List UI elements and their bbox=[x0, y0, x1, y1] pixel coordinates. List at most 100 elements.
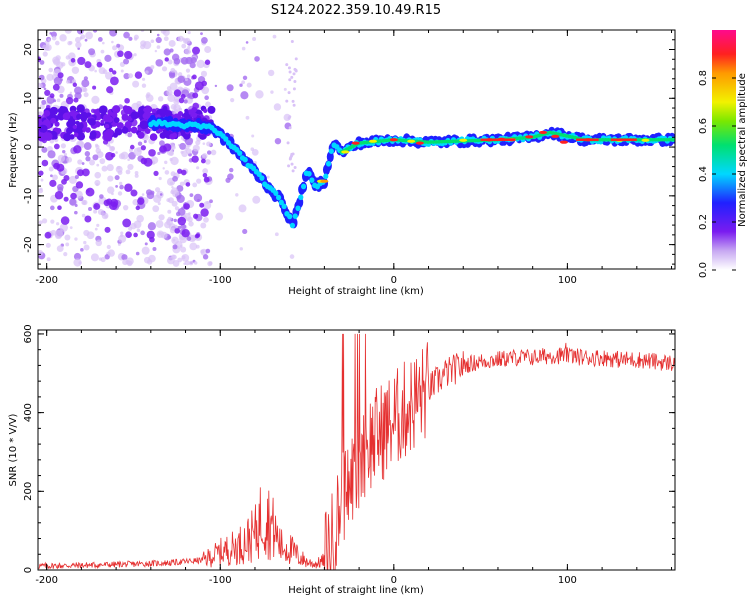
noise-blob bbox=[78, 261, 82, 265]
noise-blob bbox=[97, 37, 103, 42]
noise-blob bbox=[266, 175, 270, 179]
noise-blob bbox=[65, 96, 74, 105]
noise-blob bbox=[127, 132, 133, 138]
ridge-core bbox=[259, 175, 265, 181]
noise-blob bbox=[193, 261, 198, 265]
noise-blob bbox=[47, 38, 51, 42]
noise-blob bbox=[56, 245, 64, 252]
noise-blob bbox=[274, 232, 279, 237]
noise-blob bbox=[176, 194, 185, 203]
noise-blob bbox=[177, 225, 182, 230]
noise-blob bbox=[100, 256, 106, 263]
noise-blob bbox=[38, 82, 43, 90]
band-blob bbox=[93, 109, 98, 114]
noise-blob bbox=[132, 80, 140, 88]
y-tick-label: 10 bbox=[23, 92, 34, 105]
noise-blob bbox=[187, 30, 191, 35]
noise-blob bbox=[177, 168, 183, 174]
noise-blob bbox=[206, 150, 212, 155]
noise-blob bbox=[166, 89, 173, 96]
noise-blob bbox=[104, 214, 108, 219]
noise-blob bbox=[143, 157, 153, 167]
ridge-hotspot bbox=[551, 134, 560, 138]
noise-blob bbox=[289, 156, 293, 160]
noise-blob bbox=[160, 30, 167, 34]
band-blob bbox=[100, 119, 105, 124]
noise-blob bbox=[129, 144, 135, 150]
spectrogram-heatmap bbox=[38, 30, 675, 267]
noise-blob bbox=[166, 86, 172, 91]
noise-blob bbox=[122, 259, 129, 266]
noise-blob bbox=[170, 171, 176, 177]
noise-blob bbox=[135, 205, 140, 211]
ridge-hotspot bbox=[368, 139, 377, 143]
noise-blob bbox=[85, 187, 95, 197]
noise-blob bbox=[84, 38, 88, 42]
noise-blob bbox=[255, 90, 264, 99]
band-blob bbox=[137, 131, 145, 139]
band-blob bbox=[112, 105, 121, 114]
ridge-hotspot bbox=[480, 138, 516, 141]
band-blob bbox=[121, 126, 129, 134]
noise-blob bbox=[186, 74, 191, 78]
noise-blob bbox=[84, 61, 92, 69]
band-blob bbox=[121, 113, 129, 121]
noise-blob bbox=[229, 167, 234, 173]
noise-blob bbox=[188, 212, 191, 215]
noise-blob bbox=[123, 31, 130, 39]
band-blob bbox=[203, 108, 208, 114]
noise-blob bbox=[57, 72, 64, 79]
noise-blob bbox=[270, 90, 274, 94]
noise-blob bbox=[121, 254, 128, 261]
noise-blob bbox=[48, 166, 54, 172]
noise-blob bbox=[178, 97, 185, 104]
noise-blob bbox=[184, 260, 190, 266]
noise-blob bbox=[104, 226, 111, 233]
noise-blob bbox=[88, 207, 93, 212]
noise-blob bbox=[292, 103, 296, 107]
noise-blob bbox=[85, 31, 93, 40]
noise-blob bbox=[109, 76, 119, 86]
noise-blob bbox=[164, 160, 168, 165]
noise-blob bbox=[114, 175, 120, 181]
noise-blob bbox=[74, 36, 81, 43]
noise-blob bbox=[171, 187, 179, 195]
noise-blob bbox=[210, 149, 217, 156]
noise-blob bbox=[126, 260, 133, 267]
noise-blob bbox=[157, 151, 161, 156]
noise-blob bbox=[169, 157, 173, 162]
noise-blob bbox=[105, 151, 114, 161]
ridge-hotspot bbox=[459, 138, 468, 142]
noise-blob bbox=[133, 53, 137, 57]
noise-blob bbox=[205, 248, 211, 254]
noise-blob bbox=[80, 248, 84, 252]
noise-blob bbox=[102, 69, 108, 75]
noise-blob bbox=[169, 82, 178, 91]
noise-blob bbox=[240, 91, 249, 100]
noise-blob bbox=[288, 126, 292, 130]
noise-blob bbox=[70, 58, 76, 63]
noise-blob bbox=[46, 257, 51, 262]
noise-blob bbox=[73, 252, 82, 261]
noise-blob bbox=[293, 79, 297, 83]
noise-blob bbox=[199, 202, 205, 208]
band-blob bbox=[139, 120, 149, 130]
band-blob bbox=[72, 124, 78, 130]
noise-blob bbox=[85, 156, 91, 162]
noise-blob bbox=[65, 55, 71, 60]
noise-blob bbox=[96, 223, 100, 227]
band-blob bbox=[165, 110, 173, 118]
y-tick-label: -10 bbox=[23, 188, 34, 204]
noise-blob bbox=[181, 229, 190, 238]
noise-blob bbox=[73, 97, 79, 103]
band-blob bbox=[124, 121, 132, 129]
noise-blob bbox=[90, 253, 99, 262]
noise-blob bbox=[49, 179, 57, 187]
noise-blob bbox=[176, 184, 184, 192]
noise-blob bbox=[134, 37, 138, 41]
noise-blob bbox=[186, 236, 192, 241]
noise-blob bbox=[287, 116, 291, 120]
noise-blob bbox=[205, 159, 211, 165]
noise-blob bbox=[73, 258, 82, 267]
band-blob bbox=[59, 105, 65, 111]
